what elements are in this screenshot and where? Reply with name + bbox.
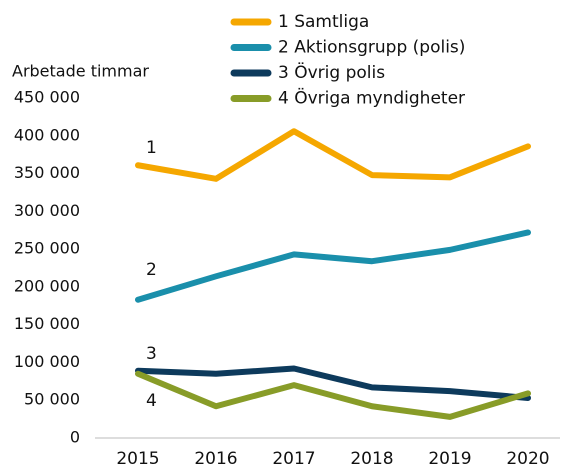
y-tick-label: 0	[70, 428, 80, 447]
series-line	[135, 229, 531, 303]
annotation: 3	[146, 344, 157, 364]
annotation: 1	[146, 138, 157, 158]
x-tick-label: 2018	[350, 449, 393, 467]
annotation: 2	[146, 260, 157, 280]
y-axis-label: Arbetade timmar	[12, 62, 149, 81]
y-tick-label: 200 000	[14, 276, 80, 295]
legend-label: 2 Aktionsgrupp (polis)	[278, 38, 465, 58]
y-tick-label: 400 000	[14, 125, 80, 144]
series-line	[135, 128, 531, 182]
x-tick-label: 2015	[116, 449, 159, 467]
y-tick-label: 150 000	[14, 314, 80, 333]
x-tick-label: 2017	[272, 449, 315, 467]
y-tick-label: 250 000	[14, 239, 80, 258]
x-tick-label: 2019	[428, 449, 471, 467]
x-tick-label: 2016	[194, 449, 237, 467]
legend-label: 4 Övriga myndigheter	[278, 87, 465, 109]
annotation: 4	[146, 391, 157, 411]
y-tick-label: 450 000	[14, 88, 80, 107]
legend-label: 3 Övrig polis	[278, 61, 385, 83]
legend-label: 1 Samtliga	[278, 12, 369, 32]
y-tick-label: 100 000	[14, 352, 80, 371]
y-tick-label: 300 000	[14, 201, 80, 220]
series-line	[135, 365, 531, 401]
y-tick-label: 50 000	[24, 390, 80, 409]
y-tick-label: 350 000	[14, 163, 80, 182]
series-line	[135, 370, 531, 420]
x-tick-label: 2020	[506, 449, 549, 467]
